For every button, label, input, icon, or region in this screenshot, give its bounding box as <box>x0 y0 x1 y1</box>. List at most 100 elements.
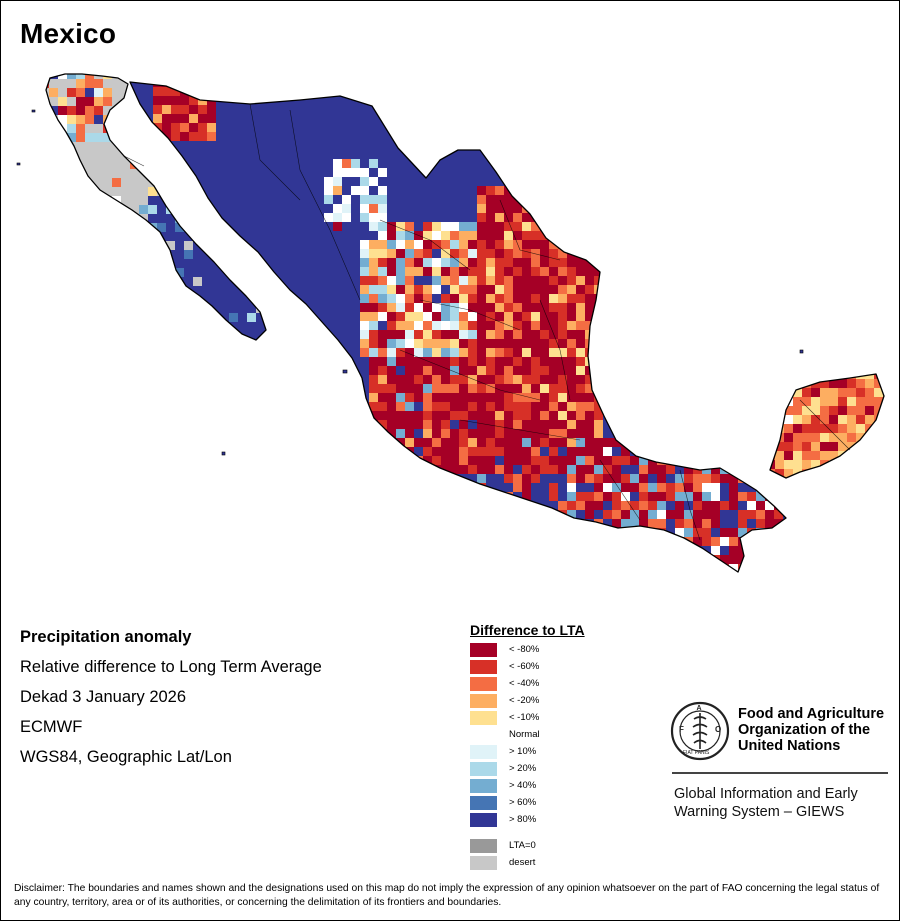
anomaly-cell <box>657 537 666 546</box>
anomaly-cell <box>166 232 175 241</box>
anomaly-cell <box>684 447 693 456</box>
anomaly-cell <box>432 249 441 258</box>
anomaly-cell <box>612 546 621 555</box>
anomaly-cell <box>360 177 369 186</box>
anomaly-cell <box>576 573 585 582</box>
anomaly-cell <box>171 96 180 105</box>
anomaly-cell <box>405 303 414 312</box>
anomaly-cell <box>175 223 184 232</box>
anomaly-cell <box>639 447 648 456</box>
anomaly-cell <box>414 330 423 339</box>
anomaly-cell <box>504 546 513 555</box>
anomaly-cell <box>766 478 775 487</box>
anomaly-cell <box>567 510 576 519</box>
anomaly-cell <box>387 420 396 429</box>
anomaly-cell <box>594 222 603 231</box>
anomaly-cell <box>274 331 283 340</box>
anomaly-cell <box>747 564 756 572</box>
anomaly-cell <box>774 483 783 492</box>
anomaly-cell <box>207 82 216 87</box>
anomaly-cell <box>198 82 207 87</box>
anomaly-cell <box>387 456 396 465</box>
anomaly-cell <box>441 411 450 420</box>
anomaly-cell <box>531 564 540 572</box>
anomaly-cell <box>603 492 612 501</box>
fao-name: Food and Agriculture Organization of the… <box>738 706 898 754</box>
anomaly-cell <box>594 330 603 339</box>
anomaly-cell <box>441 321 450 330</box>
fao-logo-motto: FIAT PANIS <box>683 750 710 756</box>
anomaly-cell <box>486 303 495 312</box>
anomaly-cell <box>504 258 513 267</box>
anomaly-cell <box>531 429 540 438</box>
anomaly-cell <box>468 240 477 249</box>
anomaly-cell <box>387 348 396 357</box>
anomaly-cell <box>549 573 558 582</box>
anomaly-cell <box>802 460 811 469</box>
anomaly-cell <box>829 469 838 478</box>
anomaly-cell <box>220 340 229 349</box>
anomaly-cell <box>585 447 594 456</box>
anomaly-cell <box>414 240 423 249</box>
anomaly-cell <box>531 492 540 501</box>
anomaly-cell <box>432 393 441 402</box>
anomaly-cell <box>594 411 603 420</box>
anomaly-cell <box>360 267 369 276</box>
anomaly-cell <box>540 528 549 537</box>
anomaly-cell <box>621 546 630 555</box>
anomaly-cell <box>522 528 531 537</box>
anomaly-cell <box>621 501 630 510</box>
anomaly-cell <box>720 501 729 510</box>
anomaly-cell <box>522 492 531 501</box>
anomaly-cell <box>495 267 504 276</box>
anomaly-cell <box>612 501 621 510</box>
anomaly-cell <box>166 322 175 331</box>
anomaly-cell <box>612 564 621 572</box>
anomaly-cell <box>549 222 558 231</box>
anomaly-cell <box>495 573 504 582</box>
anomaly-cell <box>423 312 432 321</box>
anomaly-cell <box>211 268 220 277</box>
anomaly-cell <box>594 249 603 258</box>
anomaly-cell <box>432 303 441 312</box>
anomaly-cell <box>477 564 486 572</box>
anomaly-cell <box>874 424 883 433</box>
anomaly-cell <box>495 213 504 222</box>
anomaly-cell <box>820 442 829 451</box>
anomaly-cell <box>450 366 459 375</box>
anomaly-cell <box>811 388 820 397</box>
anomaly-cell <box>256 295 265 304</box>
anomaly-cell <box>513 222 522 231</box>
anomaly-cell <box>775 415 784 424</box>
anomaly-cell <box>432 285 441 294</box>
anomaly-cell <box>495 519 504 528</box>
anomaly-cell <box>531 393 540 402</box>
anomaly-cell <box>856 478 865 487</box>
anomaly-cell <box>630 465 639 474</box>
anomaly-cell <box>621 528 630 537</box>
anomaly-cell <box>657 519 666 528</box>
anomaly-cell <box>324 186 333 195</box>
anomaly-cell <box>468 402 477 411</box>
anomaly-cell <box>549 519 558 528</box>
anomaly-cell <box>180 114 189 123</box>
anomaly-cell <box>378 186 387 195</box>
anomaly-cell <box>486 573 495 582</box>
anomaly-cell <box>423 258 432 267</box>
anomaly-cell <box>531 465 540 474</box>
anomaly-cell <box>486 402 495 411</box>
legend-label: LTA=0 <box>509 840 536 851</box>
anomaly-cell <box>765 474 774 483</box>
anomaly-cell <box>540 267 549 276</box>
anomaly-cell <box>265 331 266 340</box>
anomaly-cell <box>549 465 558 474</box>
anomaly-cell <box>369 465 378 474</box>
anomaly-cell <box>838 424 847 433</box>
anomaly-cell <box>639 528 648 537</box>
anomaly-cell <box>576 267 585 276</box>
anomaly-cell <box>522 312 531 321</box>
anomaly-cell <box>450 222 459 231</box>
anomaly-cell <box>531 456 540 465</box>
anomaly-cell <box>495 303 504 312</box>
anomaly-cell <box>333 213 342 222</box>
